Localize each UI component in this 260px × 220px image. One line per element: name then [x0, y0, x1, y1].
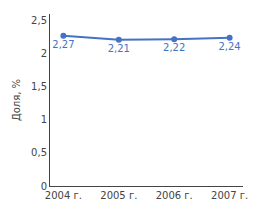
svg-text:1,5: 1,5	[31, 81, 47, 92]
svg-text:0: 0	[41, 181, 47, 192]
svg-text:2,24: 2,24	[218, 41, 240, 52]
svg-text:Доля, %: Доля, %	[11, 79, 22, 121]
svg-text:2,21: 2,21	[108, 43, 130, 54]
svg-text:2,22: 2,22	[163, 42, 185, 53]
svg-text:2007 г.: 2007 г.	[211, 190, 248, 201]
svg-text:0,5: 0,5	[31, 147, 47, 158]
svg-text:2,27: 2,27	[52, 39, 74, 50]
svg-text:2004 г.: 2004 г.	[45, 190, 82, 201]
svg-text:2005 г.: 2005 г.	[100, 190, 137, 201]
svg-text:2: 2	[41, 48, 47, 59]
svg-text:1: 1	[41, 114, 47, 125]
svg-text:2006 г.: 2006 г.	[156, 190, 193, 201]
svg-text:2,5: 2,5	[31, 15, 47, 26]
